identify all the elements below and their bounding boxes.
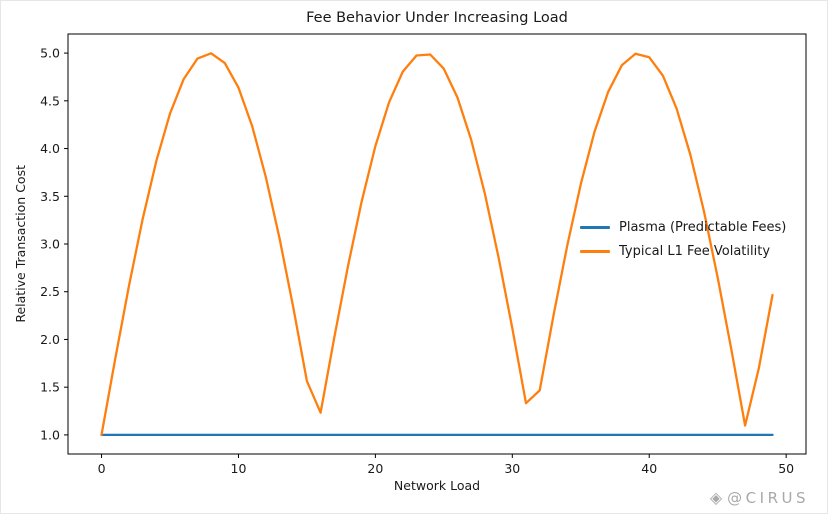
y-axis-label: Relative Transaction Cost <box>12 165 28 323</box>
y-tick-label: 2.0 <box>40 332 60 347</box>
y-tick-label: 4.0 <box>40 141 60 156</box>
y-tick-label: 1.5 <box>40 380 60 395</box>
legend-item-l1: Typical L1 Fee Volatility <box>580 244 786 259</box>
y-tick-label: 3.0 <box>40 237 60 252</box>
y-tick-label: 5.0 <box>40 46 60 61</box>
x-tick-label: 20 <box>367 461 383 476</box>
x-tick-label: 10 <box>231 461 247 476</box>
legend-swatch-plasma <box>580 226 610 229</box>
y-tick-label: 4.5 <box>40 93 60 108</box>
series-line-l1 <box>100 52 774 437</box>
chart-title: Fee Behavior Under Increasing Load <box>306 10 568 26</box>
x-tick-label: 50 <box>778 461 794 476</box>
watermark-text: @CIRUS <box>727 489 809 507</box>
y-axis-label-wrap: Relative Transaction Cost <box>7 34 33 454</box>
legend: Plasma (Predictable Fees) Typical L1 Fee… <box>574 216 792 263</box>
x-tick-label: 0 <box>98 461 106 476</box>
y-tick-label: 2.5 <box>40 284 60 299</box>
legend-item-plasma: Plasma (Predictable Fees) <box>580 220 786 235</box>
x-tick-label: 30 <box>504 461 520 476</box>
x-tick-label: 40 <box>641 461 657 476</box>
legend-label-plasma: Plasma (Predictable Fees) <box>619 220 787 235</box>
legend-swatch-l1 <box>580 250 610 253</box>
y-tick-label: 3.5 <box>40 189 60 204</box>
legend-label-l1: Typical L1 Fee Volatility <box>619 244 771 259</box>
y-tick-label: 1.0 <box>40 427 60 442</box>
watermark: ◈ @CIRUS <box>710 489 809 507</box>
gem-icon: ◈ <box>709 488 723 507</box>
x-axis-label: Network Load <box>393 478 481 493</box>
